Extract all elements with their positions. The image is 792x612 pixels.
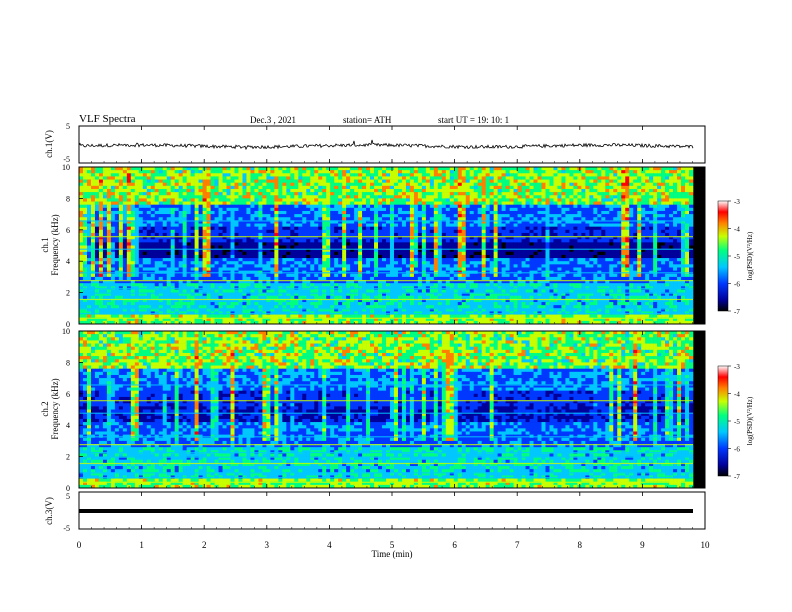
ch3-waveform-panel: 5 -5 ch.3(V) 0 1 2 3 4 5 6 7 8 9 10 Time (min)	[44, 126, 710, 559]
ch1-ytick-top: 5	[66, 122, 70, 131]
ytick-label: 4	[66, 257, 70, 266]
colorbar-tick-label: -5	[734, 418, 740, 426]
ch2-spec-ylabel-1: ch.2	[40, 401, 50, 416]
xtick-label: 2	[202, 540, 207, 550]
xtick-label: 8	[578, 540, 583, 550]
x-axis-label: Time (min)	[372, 549, 413, 559]
ch2-colorbar-label: log(PSD)(V²/Hz)	[746, 396, 754, 445]
xtick-label: 5	[390, 540, 395, 550]
ch1-spec-ylabel-2: Frequency (kHz)	[50, 214, 60, 275]
ch2-spec-ylabel-2: Frequency (kHz)	[50, 378, 60, 439]
ytick-label: 10	[62, 163, 70, 172]
colorbar-tick-label: -7	[734, 308, 740, 316]
xtick-label: 4	[327, 540, 332, 550]
ytick-label: 10	[62, 327, 70, 336]
ch3-ytick-top: 5	[66, 492, 70, 501]
ch1-colorbar-label: log(PSD)(V²/Hz)	[746, 231, 754, 280]
ytick-label: 4	[66, 421, 70, 430]
ch2-spectrogram	[79, 331, 694, 489]
ch1-spectrogram	[79, 167, 694, 325]
ch1-ylabel: ch.1(V)	[44, 130, 54, 158]
xtick-label: 0	[77, 540, 82, 550]
colorbar-tick-label: -4	[734, 391, 740, 399]
xtick-label: 9	[640, 540, 645, 550]
ytick-label: 2	[66, 453, 70, 462]
ch1-waveform-panel: 5 -5 ch.1(V)	[44, 122, 706, 164]
ch1-spec-ylabel-1: ch.1	[40, 237, 50, 252]
xtick-label: 3	[265, 540, 270, 550]
ytick-label: 0	[66, 320, 70, 329]
colorbar-tick-label: -4	[734, 226, 740, 234]
ch3-ylabel: ch.3(V)	[44, 497, 54, 525]
chart-title: VLF Spectra	[79, 113, 136, 125]
ytick-label: 8	[66, 194, 70, 203]
start-time-label: start UT = 19: 10: 1	[438, 115, 510, 125]
colorbar-tick-label: -3	[734, 363, 740, 371]
xtick-label: 6	[452, 540, 457, 550]
ytick-label: 8	[66, 358, 70, 367]
colorbar-tick-label: -6	[734, 281, 740, 289]
ytick-label: 6	[66, 390, 70, 399]
ch2-colorbar	[717, 365, 729, 477]
xtick-label: 10	[701, 540, 711, 550]
ch1-colorbar	[717, 200, 729, 312]
ch1-ytick-bottom: -5	[63, 155, 70, 164]
colorbar-tick-label: -7	[734, 473, 740, 481]
colorbar-tick-label: -6	[734, 446, 740, 454]
date-label: Dec.3 , 2021	[250, 115, 296, 125]
ytick-label: 6	[66, 226, 70, 235]
ch1-waveform-trace	[78, 139, 694, 151]
ytick-label: 0	[66, 484, 70, 493]
colorbar-tick-label: -5	[734, 253, 740, 261]
xtick-label: 7	[515, 540, 520, 550]
ch3-waveform-trace	[79, 509, 693, 513]
xtick-label: 1	[139, 540, 144, 550]
colorbar-tick-label: -3	[734, 198, 740, 206]
ytick-label: 2	[66, 289, 70, 298]
ch3-ytick-bottom: -5	[63, 524, 70, 533]
station-label: station= ATH	[343, 115, 392, 125]
